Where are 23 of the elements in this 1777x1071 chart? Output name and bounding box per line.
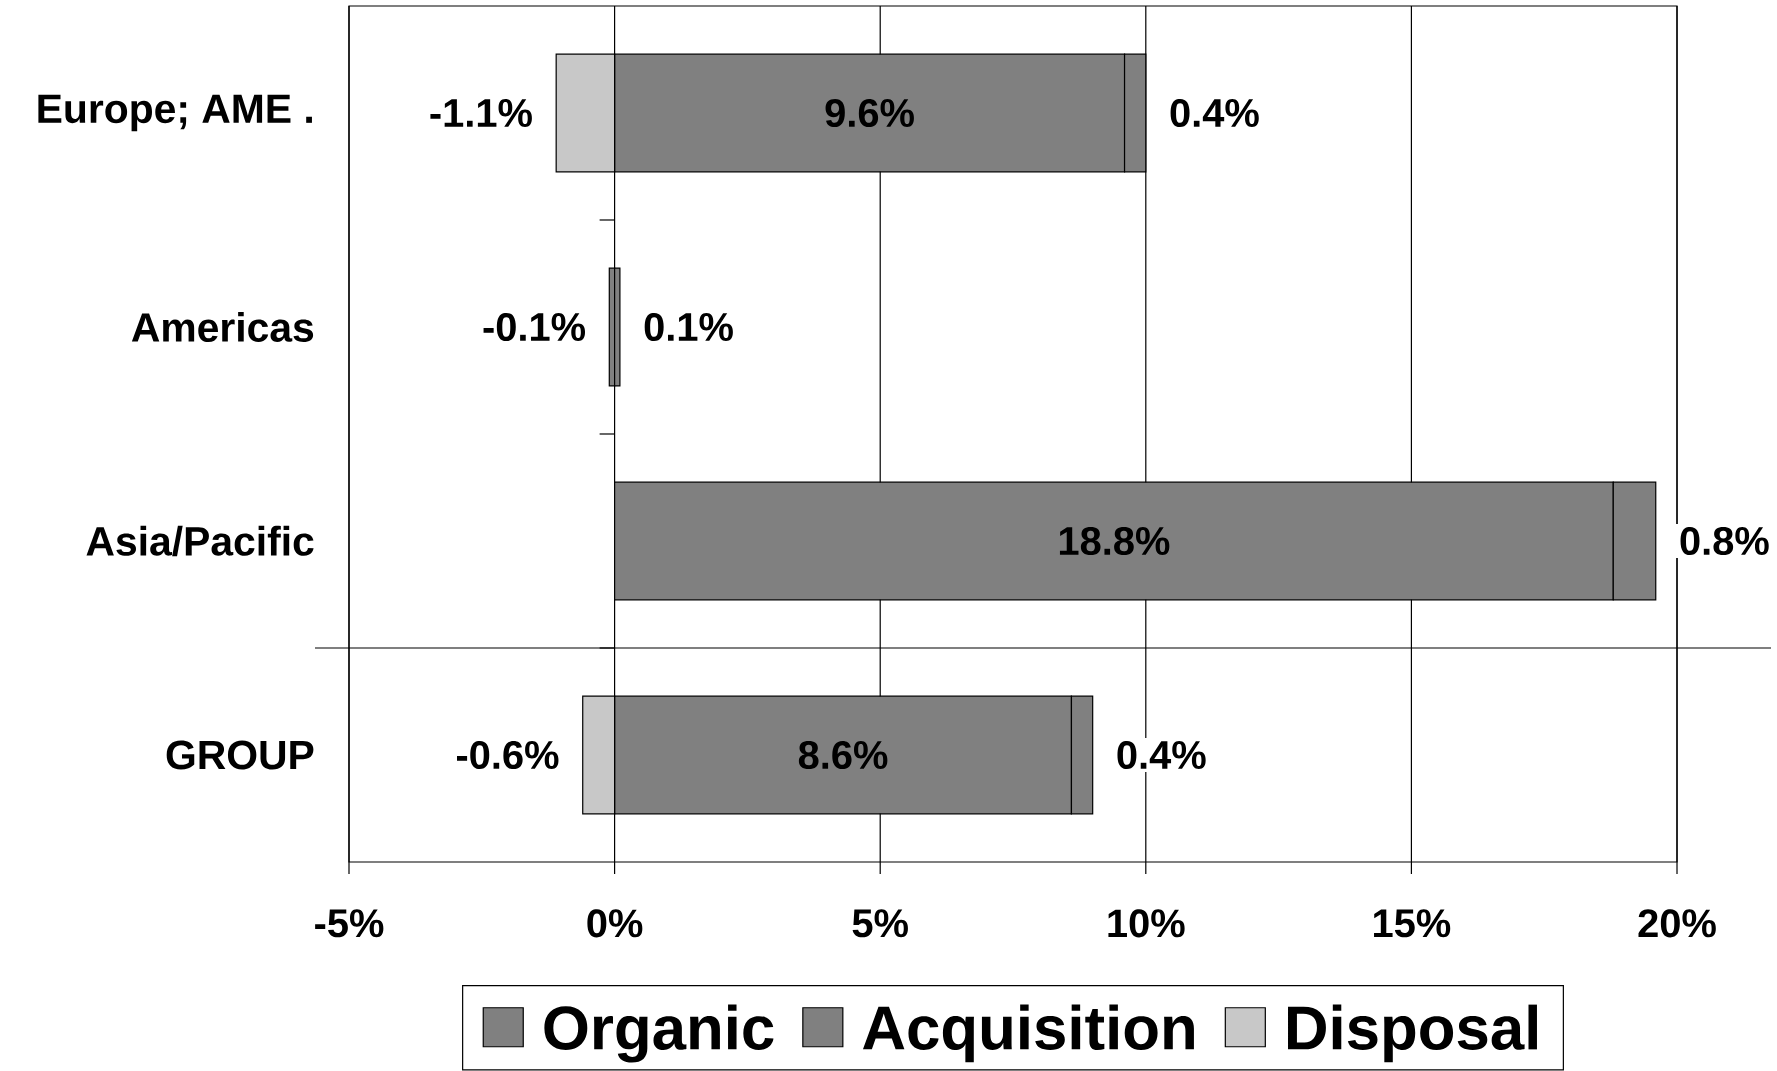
data-label: -0.1% [483, 312, 586, 342]
legend-label: Disposal [1288, 1004, 1537, 1063]
x-tick-label: 15% [1374, 909, 1451, 938]
data-label: 0.4% [1117, 740, 1206, 770]
x-tick-label: 20% [1638, 909, 1716, 938]
y-tick-label: Americas [131, 312, 314, 343]
data-label: -1.1% [430, 99, 532, 128]
data-label: -0.6% [456, 740, 559, 770]
data-label: 0.4% [1170, 98, 1259, 128]
data-label: 8.6% [798, 740, 888, 770]
data-label: 18.8% [1059, 526, 1170, 556]
data-label: 0.1% [644, 312, 733, 342]
y-tick-label: GROUP [166, 740, 314, 770]
x-tick-label: -5% [315, 909, 384, 938]
x-tick-label: 10% [1108, 909, 1185, 938]
legend-label: Organic [544, 1004, 774, 1063]
x-tick-label: 5% [852, 909, 908, 938]
x-tick-label: 0% [587, 909, 643, 938]
data-label: 0.8% [1680, 526, 1769, 556]
y-tick-label: Europe; AME . [38, 94, 312, 132]
data-label: 9.6% [825, 98, 914, 128]
y-tick-label: Asia/Pacific [86, 525, 314, 557]
legend-label: Acquisition [862, 1004, 1194, 1063]
